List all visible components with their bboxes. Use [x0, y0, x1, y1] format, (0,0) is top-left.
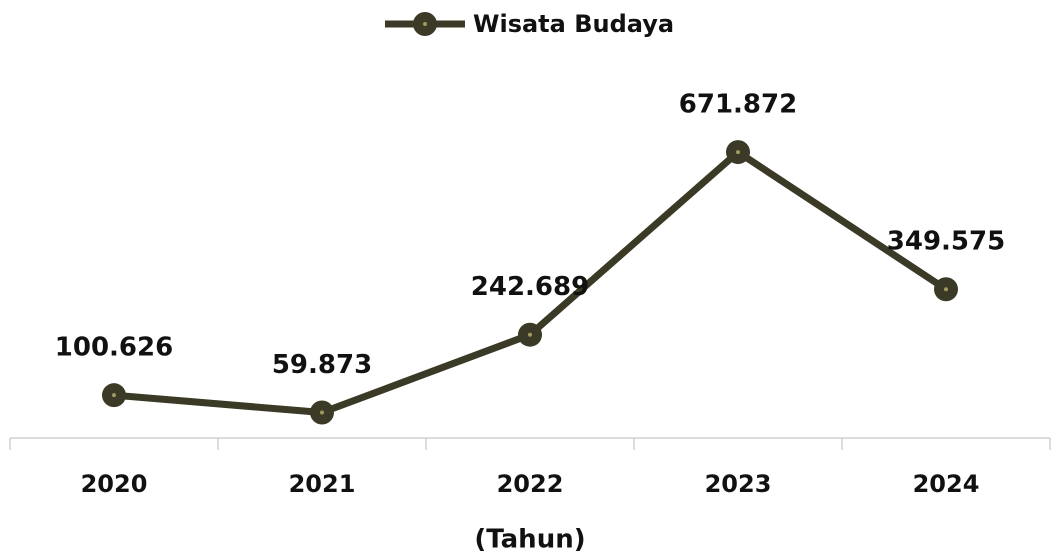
data-label: 100.626: [55, 333, 173, 363]
data-label: 242.689: [471, 272, 589, 302]
legend-marker-center: [423, 22, 427, 26]
x-tick-label: 2023: [705, 470, 772, 498]
x-tick-label: 2024: [913, 470, 980, 498]
x-tick-label: 2021: [289, 470, 356, 498]
data-label: 349.575: [887, 227, 1005, 257]
data-label: 59.873: [272, 350, 372, 380]
data-point-center: [944, 287, 948, 292]
data-point-center: [320, 410, 324, 415]
data-point-center: [736, 150, 740, 155]
data-point-center: [112, 393, 116, 398]
x-tick-label: 2022: [497, 470, 564, 498]
legend-label: Wisata Budaya: [473, 10, 674, 38]
x-tick-label: 2020: [81, 470, 148, 498]
x-axis-title: (Tahun): [474, 525, 585, 555]
data-label: 671.872: [679, 90, 797, 120]
data-point-center: [528, 332, 532, 337]
